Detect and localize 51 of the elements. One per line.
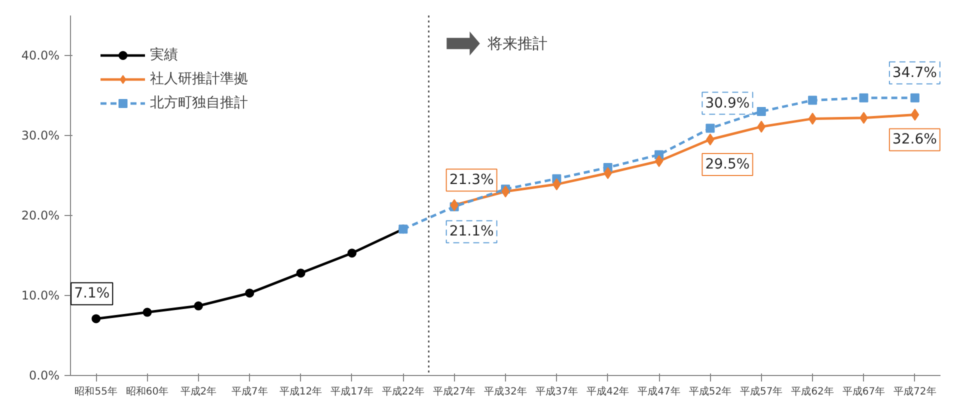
legend-label: 実績 bbox=[150, 46, 178, 64]
legend-label: 北方町独自推計 bbox=[150, 94, 248, 112]
x-tick-label: 平成2年 bbox=[180, 386, 217, 398]
point bbox=[757, 120, 766, 133]
data-label: 34.7% bbox=[892, 64, 937, 81]
annotation: 将来推計 bbox=[486, 34, 548, 52]
legend-label: 社人研推計準拠 bbox=[150, 70, 248, 88]
data-label: 21.1% bbox=[449, 224, 494, 240]
x-tick-label: 平成42年 bbox=[586, 386, 630, 398]
data-label: 21.3% bbox=[449, 172, 494, 188]
point bbox=[706, 134, 714, 146]
data-label: 7.1% bbox=[74, 286, 110, 302]
x-tick-label: 昭和60年 bbox=[126, 386, 169, 398]
y-tick-label: 20.0% bbox=[21, 208, 60, 222]
data-label: 30.9% bbox=[705, 95, 750, 112]
point bbox=[859, 93, 868, 102]
point bbox=[756, 107, 766, 116]
x-tick-label: 昭和55年 bbox=[74, 386, 118, 398]
x-tick-label: 平成67年 bbox=[842, 386, 886, 398]
point bbox=[604, 167, 612, 180]
point bbox=[910, 93, 920, 102]
point bbox=[245, 288, 254, 298]
point bbox=[808, 112, 817, 125]
point bbox=[808, 96, 818, 105]
x-tick-label: 平成12年 bbox=[279, 386, 322, 398]
point bbox=[194, 301, 203, 310]
point bbox=[910, 108, 920, 121]
x-tick-label: 平成17年 bbox=[330, 386, 374, 398]
data-label: 32.6% bbox=[892, 132, 937, 148]
point bbox=[501, 186, 510, 198]
y-tick-label: 40.0% bbox=[21, 48, 60, 62]
point bbox=[142, 308, 152, 317]
point bbox=[347, 248, 356, 258]
x-tick-label: 平成32年 bbox=[484, 386, 527, 398]
point bbox=[706, 124, 715, 133]
y-tick-label: 0.0% bbox=[29, 368, 60, 382]
x-tick-label: 平成27年 bbox=[432, 386, 476, 398]
y-tick-label: 30.0% bbox=[21, 128, 60, 142]
x-tick-label: 平成62年 bbox=[791, 386, 834, 398]
x-tick-label: 平成47年 bbox=[638, 386, 680, 398]
data-label: 29.5% bbox=[705, 156, 750, 172]
x-tick-label: 平成57年 bbox=[740, 386, 783, 398]
y-tick-label: 10.0% bbox=[21, 288, 60, 302]
point bbox=[296, 268, 306, 278]
x-tick-label: 平成7年 bbox=[231, 386, 268, 398]
point bbox=[92, 314, 101, 324]
x-tick-label: 平成72年 bbox=[894, 386, 936, 398]
x-tick-label: 平成22年 bbox=[382, 386, 425, 398]
x-tick-label: 平成37年 bbox=[535, 386, 578, 398]
point bbox=[654, 155, 664, 168]
x-tick-label: 平成52年 bbox=[688, 386, 732, 398]
